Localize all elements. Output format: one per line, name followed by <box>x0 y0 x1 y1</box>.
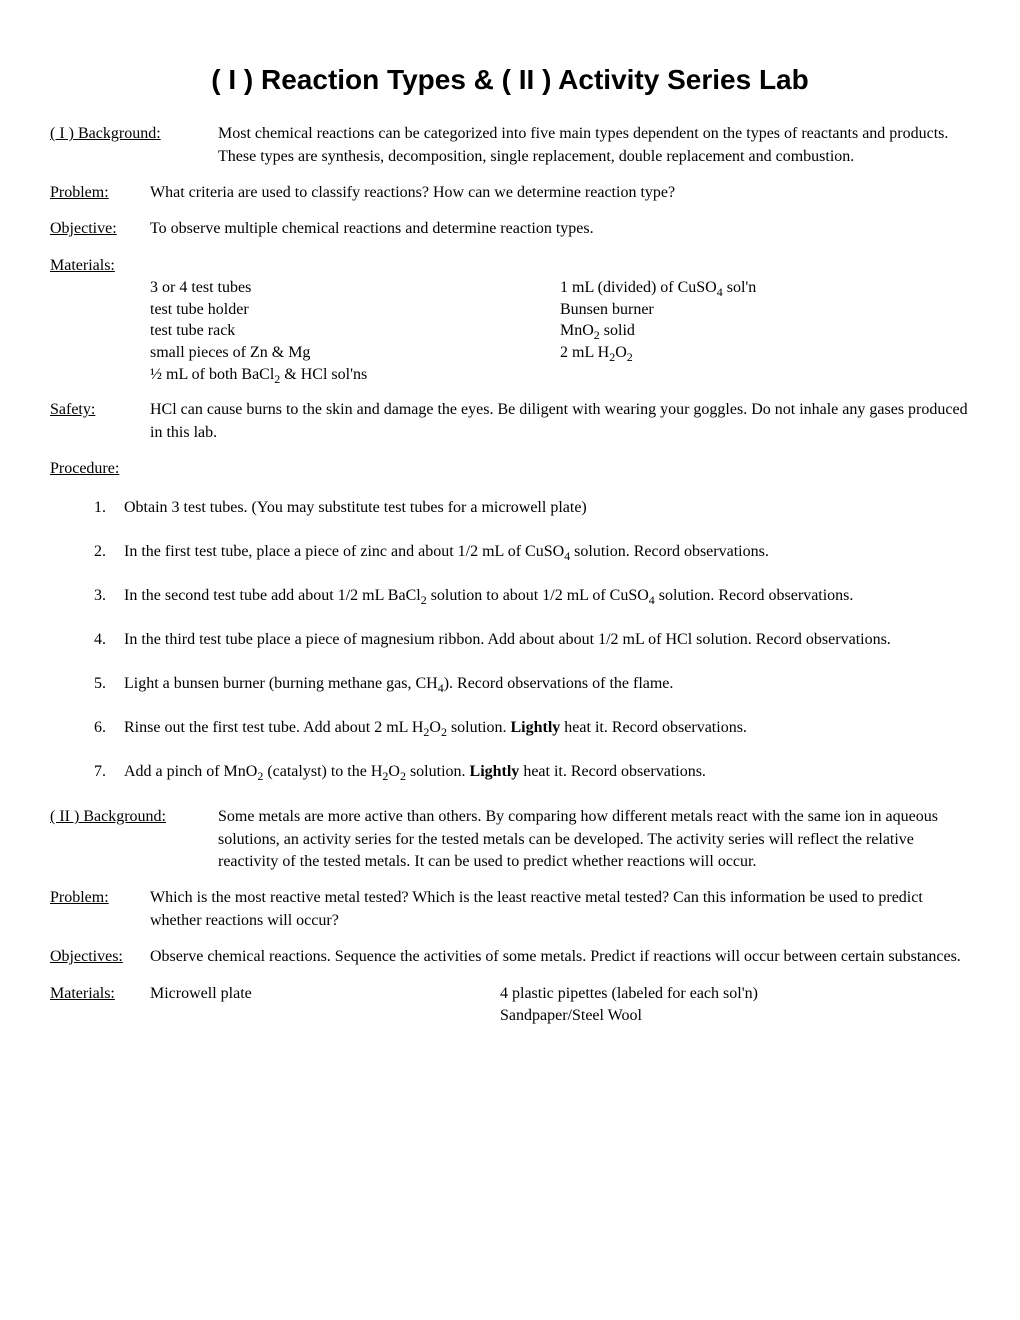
problem-2-label: Problem: <box>50 887 150 909</box>
procedure-step: Light a bunsen burner (burning methane g… <box>110 670 970 698</box>
materials-item: ½ mL of both BaCl2 & HCl sol'ns <box>150 364 560 386</box>
materials-2-col1: Microwell plate <box>150 983 500 1028</box>
procedure-list: Obtain 3 test tubes. (You may substitute… <box>50 494 970 786</box>
objectives-2-text: Observe chemical reactions. Sequence the… <box>150 946 970 968</box>
background-2-text: Some metals are more active than others.… <box>218 806 970 873</box>
materials-2-label: Materials: <box>50 983 150 1005</box>
materials-1-col2: 1 mL (divided) of CuSO4 sol'n Bunsen bur… <box>560 277 970 385</box>
background-1-section: ( I ) Background: Most chemical reaction… <box>50 123 970 168</box>
materials-1-col1: 3 or 4 test tubes test tube holder test … <box>150 277 560 385</box>
materials-item: test tube rack <box>150 320 560 342</box>
background-1-label: ( I ) Background: <box>50 123 218 145</box>
procedure-step: In the third test tube place a piece of … <box>110 626 970 654</box>
objective-1-section: Objective: To observe multiple chemical … <box>50 218 970 240</box>
problem-2-text: Which is the most reactive metal tested?… <box>150 887 970 932</box>
materials-item: 2 mL H2O2 <box>560 342 970 364</box>
materials-item: Bunsen burner <box>560 299 970 321</box>
materials-1-section: Materials: 3 or 4 test tubes test tube h… <box>50 255 970 385</box>
procedure-step: Obtain 3 test tubes. (You may substitute… <box>110 494 970 522</box>
materials-item: 3 or 4 test tubes <box>150 277 560 299</box>
procedure-step: In the second test tube add about 1/2 mL… <box>110 582 970 610</box>
safety-section: Safety: HCl can cause burns to the skin … <box>50 399 970 444</box>
page-title: ( I ) Reaction Types & ( II ) Activity S… <box>50 60 970 99</box>
procedure-step: Rinse out the first test tube. Add about… <box>110 714 970 742</box>
objective-1-label: Objective: <box>50 218 150 240</box>
background-1-text: Most chemical reactions can be categoriz… <box>218 123 970 168</box>
background-2-section: ( II ) Background: Some metals are more … <box>50 806 970 873</box>
objectives-2-label: Objectives: <box>50 946 150 968</box>
materials-item: 4 plastic pipettes (labeled for each sol… <box>500 983 970 1005</box>
background-2-label: ( II ) Background: <box>50 806 218 828</box>
materials-item: small pieces of Zn & Mg <box>150 342 560 364</box>
materials-2-col2: 4 plastic pipettes (labeled for each sol… <box>500 983 970 1028</box>
problem-1-text: What criteria are used to classify react… <box>150 182 970 204</box>
materials-1-label: Materials: <box>50 257 115 274</box>
problem-1-label: Problem: <box>50 182 150 204</box>
materials-item: 1 mL (divided) of CuSO4 sol'n <box>560 277 970 299</box>
materials-item: MnO2 solid <box>560 320 970 342</box>
materials-2-section: Materials: Microwell plate 4 plastic pip… <box>50 983 970 1028</box>
materials-item: Sandpaper/Steel Wool <box>500 1005 970 1027</box>
procedure-section: Procedure: <box>50 458 970 480</box>
problem-2-section: Problem: Which is the most reactive meta… <box>50 887 970 932</box>
objectives-2-section: Objectives: Observe chemical reactions. … <box>50 946 970 968</box>
procedure-step: In the first test tube, place a piece of… <box>110 538 970 566</box>
objective-1-text: To observe multiple chemical reactions a… <box>150 218 970 240</box>
problem-1-section: Problem: What criteria are used to class… <box>50 182 970 204</box>
safety-label: Safety: <box>50 399 150 421</box>
materials-item: test tube holder <box>150 299 560 321</box>
procedure-step: Add a pinch of MnO2 (catalyst) to the H2… <box>110 758 970 786</box>
safety-text: HCl can cause burns to the skin and dama… <box>150 399 970 444</box>
procedure-label: Procedure: <box>50 460 119 477</box>
